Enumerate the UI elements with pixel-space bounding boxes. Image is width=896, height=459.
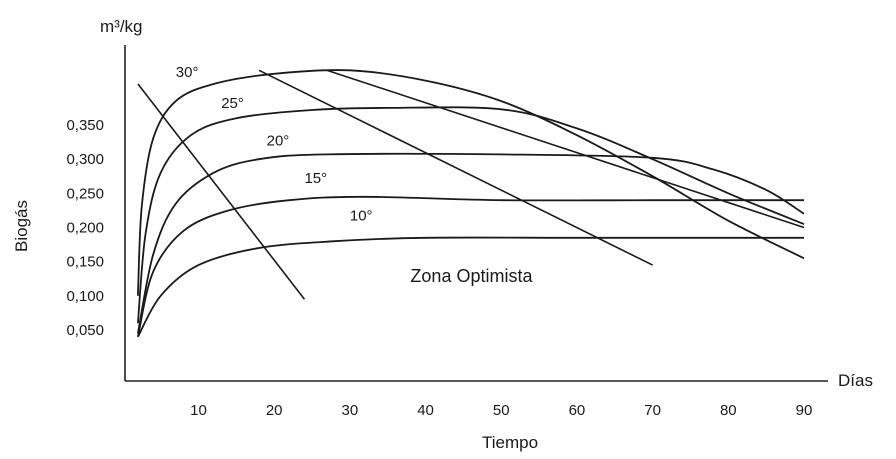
y-tick-label: 0,250	[66, 185, 104, 202]
x-tick-label: 10	[190, 402, 207, 419]
x-tick-label: 90	[796, 402, 813, 419]
boundary-line	[326, 69, 805, 229]
x-tick-label: 60	[569, 402, 586, 419]
labels: 30° 25° 20° 15° 10° Zona Optimista	[176, 64, 534, 286]
x-tick-label: 30	[342, 402, 359, 419]
boundary-line	[137, 83, 306, 300]
series-label-15: 15°	[304, 170, 327, 187]
series-label-10: 10°	[350, 208, 373, 225]
series-label-25: 25°	[221, 95, 244, 112]
x-tick-label: 80	[720, 402, 737, 419]
series-label-30: 30°	[176, 64, 199, 81]
x-tick-label: 40	[417, 402, 434, 419]
boundary-line	[258, 69, 653, 266]
boundary-lines	[137, 69, 805, 300]
x-axis-label: Tiempo	[482, 433, 538, 452]
x-tick-label: 50	[493, 402, 510, 419]
y-tick-label: 0,150	[66, 254, 104, 271]
y-tick-label: 0,050	[66, 322, 104, 339]
series-line-10	[137, 236, 804, 338]
x-axis-unit: Días	[838, 371, 873, 390]
y-tick-label: 0,200	[66, 220, 104, 237]
y-tick-label: 0,100	[66, 288, 104, 305]
y-tick-label: 0,350	[66, 117, 104, 134]
series-line-15	[137, 195, 804, 338]
series-line-25	[137, 106, 805, 324]
x-tick-label: 70	[644, 402, 661, 419]
y-tick-label: 0,300	[66, 151, 104, 168]
axes: 10 20 30 40 50 60 70 80 90 0,050 0,100 0,150 0,200 0,…	[66, 45, 828, 419]
x-tick-label: 20	[266, 402, 283, 419]
series-line-20	[137, 152, 805, 334]
y-axis-label: Biogás	[12, 200, 31, 252]
series-label-20: 20°	[267, 133, 290, 150]
y-axis-unit: m³/kg	[100, 17, 143, 36]
zone-annotation: Zona Optimista	[410, 266, 533, 286]
